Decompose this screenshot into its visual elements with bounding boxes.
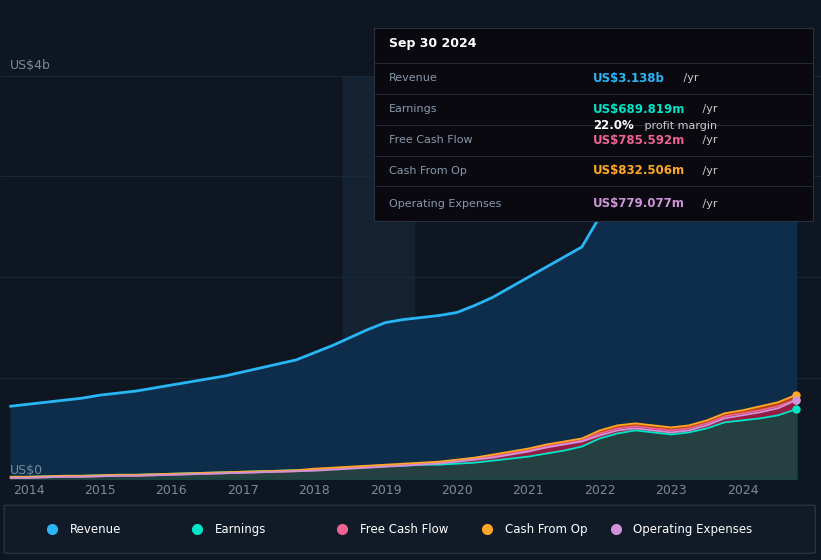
Text: Operating Expenses: Operating Expenses bbox=[633, 522, 753, 536]
Text: Operating Expenses: Operating Expenses bbox=[389, 199, 502, 209]
Text: profit margin: profit margin bbox=[641, 120, 718, 130]
Text: Cash From Op: Cash From Op bbox=[389, 166, 467, 176]
Text: Free Cash Flow: Free Cash Flow bbox=[360, 522, 448, 536]
Text: Cash From Op: Cash From Op bbox=[505, 522, 587, 536]
Bar bbox=[342, 76, 414, 479]
FancyBboxPatch shape bbox=[4, 505, 815, 553]
Text: /yr: /yr bbox=[699, 135, 718, 145]
Text: US$779.077m: US$779.077m bbox=[594, 197, 685, 211]
Text: Free Cash Flow: Free Cash Flow bbox=[389, 135, 473, 145]
Text: US$689.819m: US$689.819m bbox=[594, 102, 686, 116]
Text: US$3.138b: US$3.138b bbox=[594, 72, 665, 85]
Text: US$832.506m: US$832.506m bbox=[594, 165, 686, 178]
Text: US$785.592m: US$785.592m bbox=[594, 133, 686, 147]
Text: /yr: /yr bbox=[699, 166, 718, 176]
Text: Revenue: Revenue bbox=[389, 73, 438, 83]
Text: US$0: US$0 bbox=[10, 464, 43, 477]
Text: Revenue: Revenue bbox=[70, 522, 122, 536]
Text: Earnings: Earnings bbox=[389, 104, 438, 114]
Text: /yr: /yr bbox=[680, 73, 699, 83]
Text: /yr: /yr bbox=[699, 104, 718, 114]
Text: US$4b: US$4b bbox=[10, 59, 51, 72]
Text: Sep 30 2024: Sep 30 2024 bbox=[389, 37, 476, 50]
Text: Earnings: Earnings bbox=[215, 522, 266, 536]
Text: /yr: /yr bbox=[699, 199, 718, 209]
Text: 22.0%: 22.0% bbox=[594, 119, 634, 132]
